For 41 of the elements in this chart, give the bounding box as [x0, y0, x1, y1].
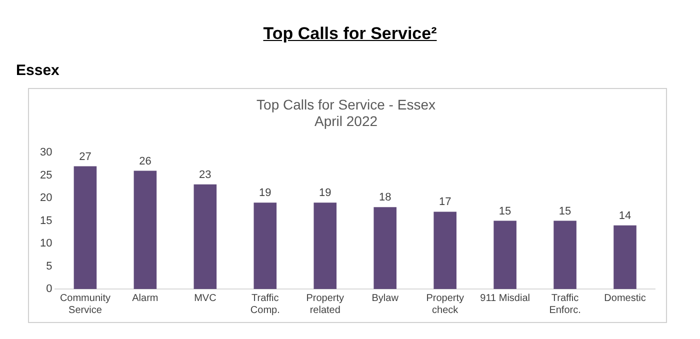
bar	[374, 207, 396, 289]
y-tick-label: 5	[46, 260, 52, 272]
data-label: 23	[199, 168, 212, 181]
x-tick-label: Property check	[426, 292, 464, 316]
text: Essex	[16, 62, 60, 79]
y-tick-label: 20	[40, 192, 52, 204]
y-tick-label: 10	[40, 238, 52, 250]
x-tick-label: Traffic Enforc.	[549, 292, 581, 316]
bar	[614, 225, 636, 289]
bar	[254, 202, 277, 289]
text: Top Calls for Service²	[262, 24, 438, 44]
bar	[74, 166, 97, 289]
x-tick-label: 911 Misdial	[480, 292, 530, 304]
y-tick-label: 30	[40, 146, 52, 159]
bar	[494, 220, 516, 289]
data-label: 17	[438, 196, 452, 208]
bar	[134, 170, 157, 289]
y-tick-label: 25	[40, 169, 52, 182]
y-tick-label: 0	[46, 283, 52, 296]
x-tick-label: Traffic Comp.	[250, 292, 280, 316]
data-label: 15	[558, 205, 572, 218]
x-tick-label: Community Service	[60, 292, 111, 316]
x-tick-label: Bylaw	[372, 292, 400, 304]
y-tick-label: 15	[40, 214, 52, 227]
bar	[554, 220, 576, 289]
data-label: 19	[259, 187, 272, 200]
data-label: 15	[498, 205, 512, 218]
data-label: 27	[79, 150, 92, 163]
data-label: 19	[319, 187, 332, 200]
chart-subtitle: April 2022	[314, 113, 378, 130]
bar	[314, 202, 337, 289]
data-label: 18	[378, 192, 392, 204]
bar	[194, 184, 217, 289]
data-label: 26	[139, 155, 152, 168]
x-tick-label: MVC	[194, 292, 216, 304]
chart-title: Top Calls for Service - Essex	[256, 96, 436, 112]
x-tick-label: Domestic	[604, 292, 646, 304]
x-tick-label: Property related	[306, 292, 344, 316]
x-tick-label: Alarm	[132, 292, 158, 304]
bar	[434, 212, 456, 289]
data-label: 14	[618, 210, 632, 222]
